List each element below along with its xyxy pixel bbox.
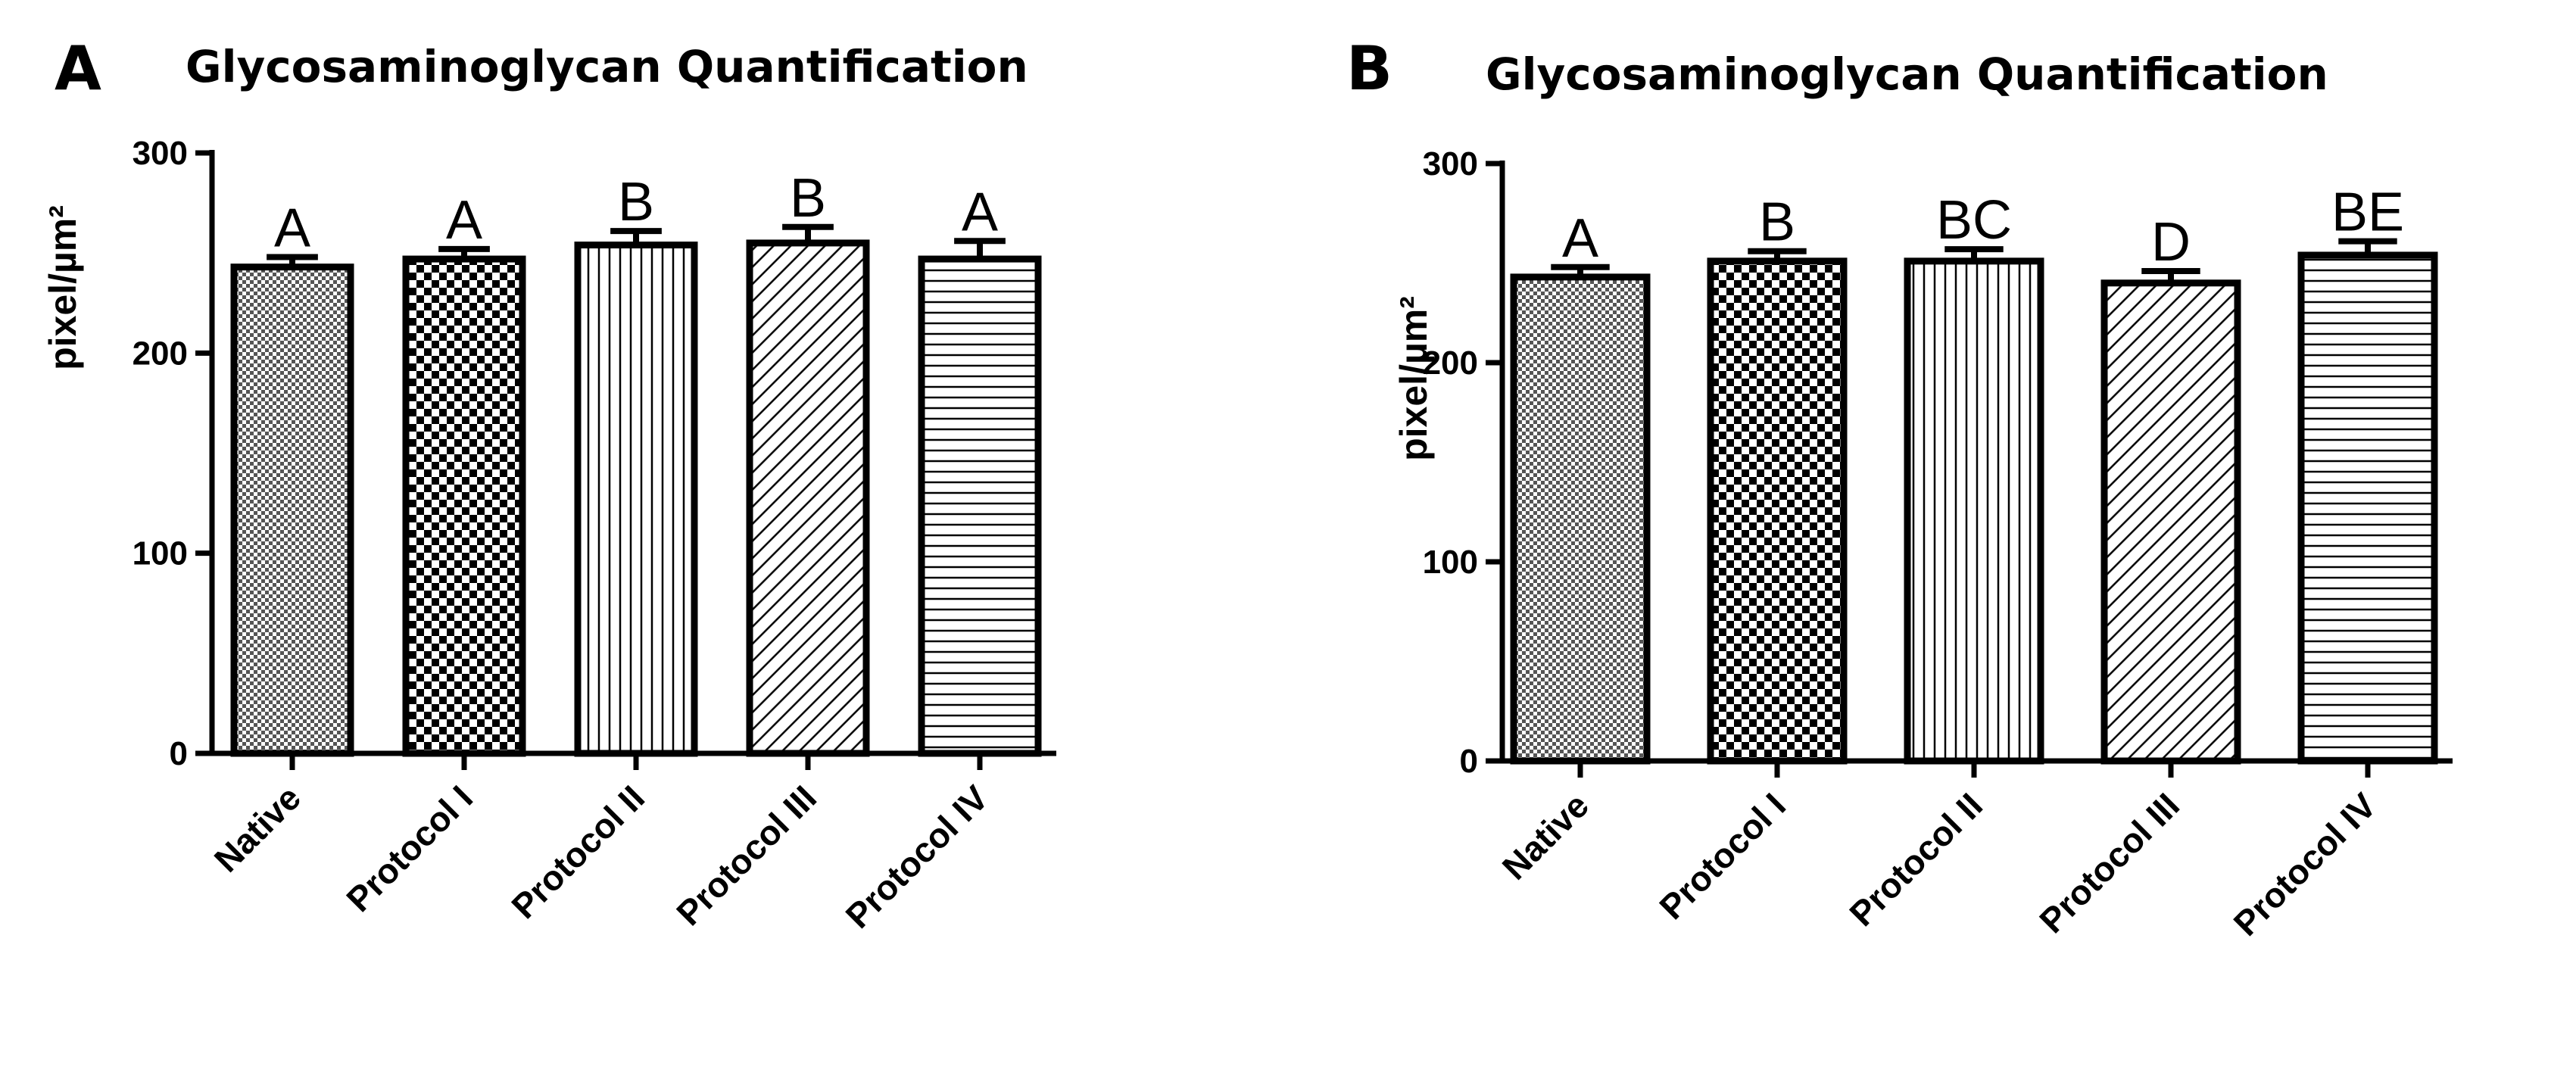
y-tick-label: 0 bbox=[170, 735, 188, 772]
x-tick-label: Protocol III bbox=[2032, 785, 2187, 940]
panel-b: B Glycosaminoglycan Quantification pixel… bbox=[1346, 33, 2453, 943]
x-tick-label: Native bbox=[1495, 785, 1596, 887]
bar-native bbox=[1510, 273, 1651, 765]
y-tick-label: 300 bbox=[133, 135, 188, 172]
chart-title: Glycosaminoglycan Quantification bbox=[186, 41, 1028, 92]
significance-label: B bbox=[790, 168, 826, 229]
y-axis-label: pixel/µm² bbox=[42, 205, 84, 370]
bar-protocol-ii bbox=[574, 242, 698, 757]
panel-a: A Glycosaminoglycan Quantification pixel… bbox=[42, 33, 1056, 936]
bar-protocol-iii bbox=[746, 239, 870, 757]
panel-letter-a: A bbox=[55, 33, 101, 104]
significance-label: B bbox=[618, 172, 654, 232]
bar-protocol-iv bbox=[2297, 251, 2438, 765]
significance-label: D bbox=[2151, 212, 2191, 273]
bar-protocol-ii bbox=[1904, 257, 2044, 765]
x-tick-label: Protocol IV bbox=[838, 778, 996, 936]
significance-label: BC bbox=[1936, 190, 2012, 251]
y-tick-label: 200 bbox=[1423, 345, 1478, 382]
y-tick-label: 200 bbox=[133, 335, 188, 372]
bar-protocol-iii bbox=[2100, 279, 2241, 765]
bar-protocol-iv bbox=[918, 255, 1042, 757]
significance-label: A bbox=[962, 182, 998, 242]
significance-label: A bbox=[274, 198, 310, 258]
significance-label: B bbox=[1759, 192, 1795, 253]
x-tick-label: Protocol III bbox=[669, 778, 824, 933]
x-tick-label: Native bbox=[207, 778, 308, 879]
x-tick-label: Protocol I bbox=[1651, 785, 1793, 927]
y-tick-label: 100 bbox=[1423, 544, 1478, 581]
significance-label: A bbox=[1562, 208, 1598, 269]
x-tick-label: Protocol I bbox=[338, 778, 480, 919]
bar-protocol-i bbox=[1707, 257, 1848, 765]
chart-title: Glycosaminoglycan Quantification bbox=[1486, 48, 2328, 100]
y-tick-label: 300 bbox=[1423, 145, 1478, 182]
x-tick-label: Protocol IV bbox=[2226, 785, 2384, 943]
bar-native bbox=[230, 263, 354, 757]
significance-label: BE bbox=[2331, 182, 2404, 243]
y-tick-label: 100 bbox=[133, 535, 188, 572]
y-axis-label: pixel/µm² bbox=[1392, 296, 1435, 461]
x-tick-label: Protocol II bbox=[1842, 785, 1990, 934]
panel-letter-b: B bbox=[1346, 33, 1392, 104]
bar-protocol-i bbox=[402, 255, 526, 757]
y-tick-label: 0 bbox=[1460, 743, 1478, 780]
significance-label: A bbox=[446, 190, 482, 251]
x-tick-label: Protocol II bbox=[504, 778, 652, 926]
